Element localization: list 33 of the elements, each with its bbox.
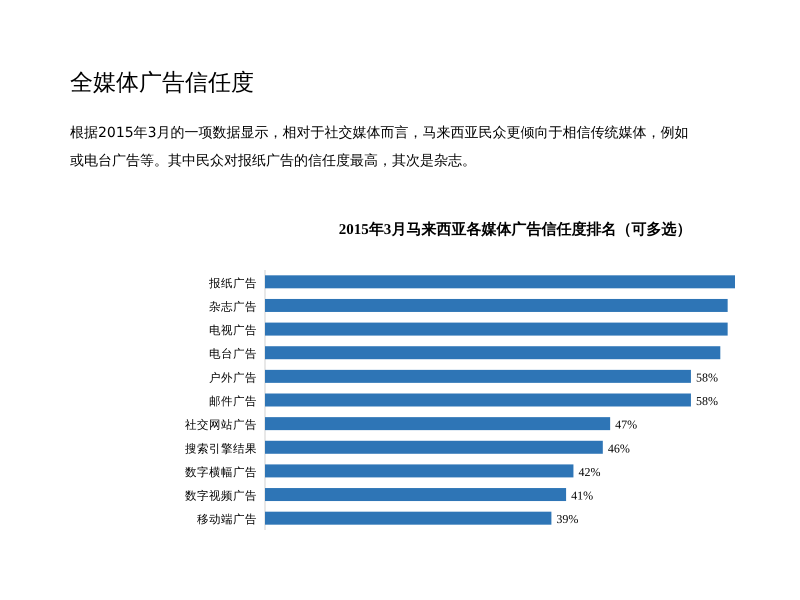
chart-title: 2015年3月马来西亚各媒体广告信任度排名（可多选） [338, 220, 692, 238]
data-label: 41% [571, 488, 594, 503]
text: 或电台广告等。其中民众对报纸广告的信任度最高，其次是杂志。 [70, 153, 476, 169]
bar [265, 394, 691, 406]
y-tick-label: 电台广告 [209, 346, 257, 361]
bar [265, 370, 691, 383]
bar [265, 512, 552, 525]
y-tick-label: 社交网站广告 [185, 418, 257, 432]
bar [265, 417, 610, 430]
bar [265, 440, 603, 454]
bar [265, 464, 574, 478]
y-tick-label: 数字横幅广告 [185, 464, 257, 479]
y-tick-label: 电视广告 [209, 323, 257, 338]
bar [265, 322, 728, 336]
data-label: 58% [696, 394, 718, 408]
bar [265, 298, 728, 312]
text: 全媒体广告信任度 [70, 70, 254, 96]
data-label: 46% [608, 441, 630, 456]
y-tick-label: 数字视频广告 [185, 488, 257, 503]
text: 根据2015年3月的一项数据显示，相对于社交媒体而言，马来西亚民众更倾向于相信传统媒体，例如 [70, 125, 689, 141]
bar [265, 275, 735, 288]
bar [265, 346, 720, 360]
data-label: 58% [696, 370, 718, 384]
y-tick-label: 户外广告 [209, 370, 257, 384]
y-tick-label: 报纸广告 [208, 276, 257, 290]
y-tick-label: 搜索引擎结果 [185, 441, 257, 456]
data-label: 39% [556, 512, 578, 526]
y-tick-label: 杂志广告 [209, 299, 257, 314]
y-tick-label: 邮件广告 [209, 394, 257, 408]
data-label: 47% [615, 418, 638, 432]
y-tick-label: 移动端广告 [197, 512, 257, 526]
data-label: 42% [578, 464, 600, 479]
bar [265, 488, 566, 502]
